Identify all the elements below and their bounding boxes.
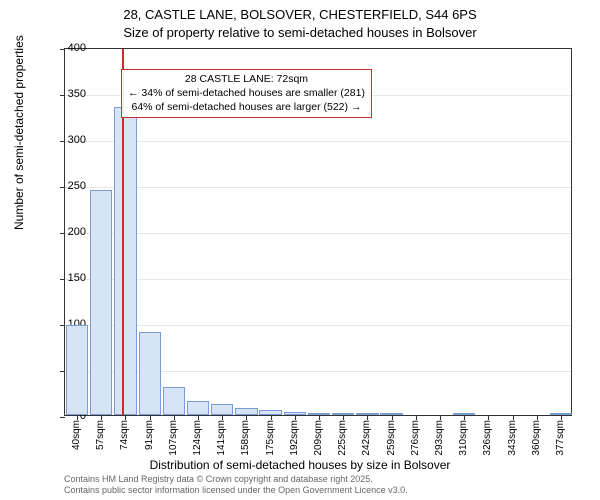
x-tick-label: 377sqm — [555, 420, 566, 456]
gridline — [65, 141, 571, 142]
x-tick-label: 74sqm — [119, 420, 130, 450]
title-line-1: 28, CASTLE LANE, BOLSOVER, CHESTERFIELD,… — [0, 6, 600, 24]
footer-line-2: Contains public sector information licen… — [64, 485, 408, 496]
y-axis-label: Number of semi-detached properties — [12, 35, 26, 230]
x-tick-label: 326sqm — [482, 420, 493, 456]
gridline — [65, 233, 571, 234]
annotation-line-2: ← 34% of semi-detached houses are smalle… — [128, 87, 365, 101]
y-tick-label: 400 — [46, 42, 86, 54]
histogram-bar — [356, 413, 378, 415]
annotation-line-1: 28 CASTLE LANE: 72sqm — [128, 73, 365, 87]
x-tick-label: 141sqm — [216, 420, 227, 456]
histogram-bar — [163, 387, 185, 415]
footer-line-1: Contains HM Land Registry data © Crown c… — [64, 474, 408, 485]
x-tick-label: 343sqm — [507, 420, 518, 456]
histogram-bar — [90, 190, 112, 415]
y-tick-label: 250 — [46, 180, 86, 192]
histogram-bar — [284, 412, 306, 415]
chart-title: 28, CASTLE LANE, BOLSOVER, CHESTERFIELD,… — [0, 0, 600, 41]
x-axis-label: Distribution of semi-detached houses by … — [0, 458, 600, 472]
histogram-bar — [211, 404, 233, 415]
annotation-line-3: 64% of semi-detached houses are larger (… — [128, 101, 365, 115]
x-tick-label: 242sqm — [361, 420, 372, 456]
plot-area: 28 CASTLE LANE: 72sqm← 34% of semi-detac… — [64, 48, 572, 416]
y-tick-label: 300 — [46, 134, 86, 146]
footer-attribution: Contains HM Land Registry data © Crown c… — [64, 474, 408, 497]
x-tick-label: 276sqm — [410, 420, 421, 456]
x-tick-label: 310sqm — [458, 420, 469, 456]
histogram-bar — [380, 413, 402, 415]
title-line-2: Size of property relative to semi-detach… — [0, 24, 600, 42]
x-tick-label: 192sqm — [289, 420, 300, 456]
y-tick-label: 200 — [46, 226, 86, 238]
histogram-bar — [550, 413, 572, 415]
gridline — [65, 325, 571, 326]
x-tick-label: 259sqm — [386, 420, 397, 456]
x-tick-label: 107sqm — [168, 420, 179, 456]
x-tick-label: 158sqm — [240, 420, 251, 456]
histogram-bar — [139, 332, 161, 415]
x-tick-label: 175sqm — [265, 420, 276, 456]
histogram-bar — [114, 107, 136, 415]
gridline — [65, 187, 571, 188]
x-tick-label: 57sqm — [95, 420, 106, 450]
x-tick-label: 293sqm — [434, 420, 445, 456]
y-tick-label: 150 — [46, 272, 86, 284]
x-tick-label: 225sqm — [337, 420, 348, 456]
histogram-bar — [332, 413, 354, 415]
x-tick-label: 360sqm — [531, 420, 542, 456]
histogram-bar — [235, 408, 257, 415]
x-tick-label: 124sqm — [192, 420, 203, 456]
histogram-bar — [308, 413, 330, 415]
y-tick-label: 350 — [46, 88, 86, 100]
x-tick-label: 209sqm — [313, 420, 324, 456]
histogram-bar — [187, 401, 209, 415]
plot-rect: 28 CASTLE LANE: 72sqm← 34% of semi-detac… — [64, 48, 572, 416]
annotation-box: 28 CASTLE LANE: 72sqm← 34% of semi-detac… — [121, 69, 372, 118]
gridline — [65, 279, 571, 280]
histogram-bar — [453, 413, 475, 415]
histogram-bar — [259, 410, 281, 415]
x-tick-label: 91sqm — [144, 420, 155, 450]
histogram-bar — [66, 325, 88, 415]
x-tick-label: 40sqm — [71, 420, 82, 450]
